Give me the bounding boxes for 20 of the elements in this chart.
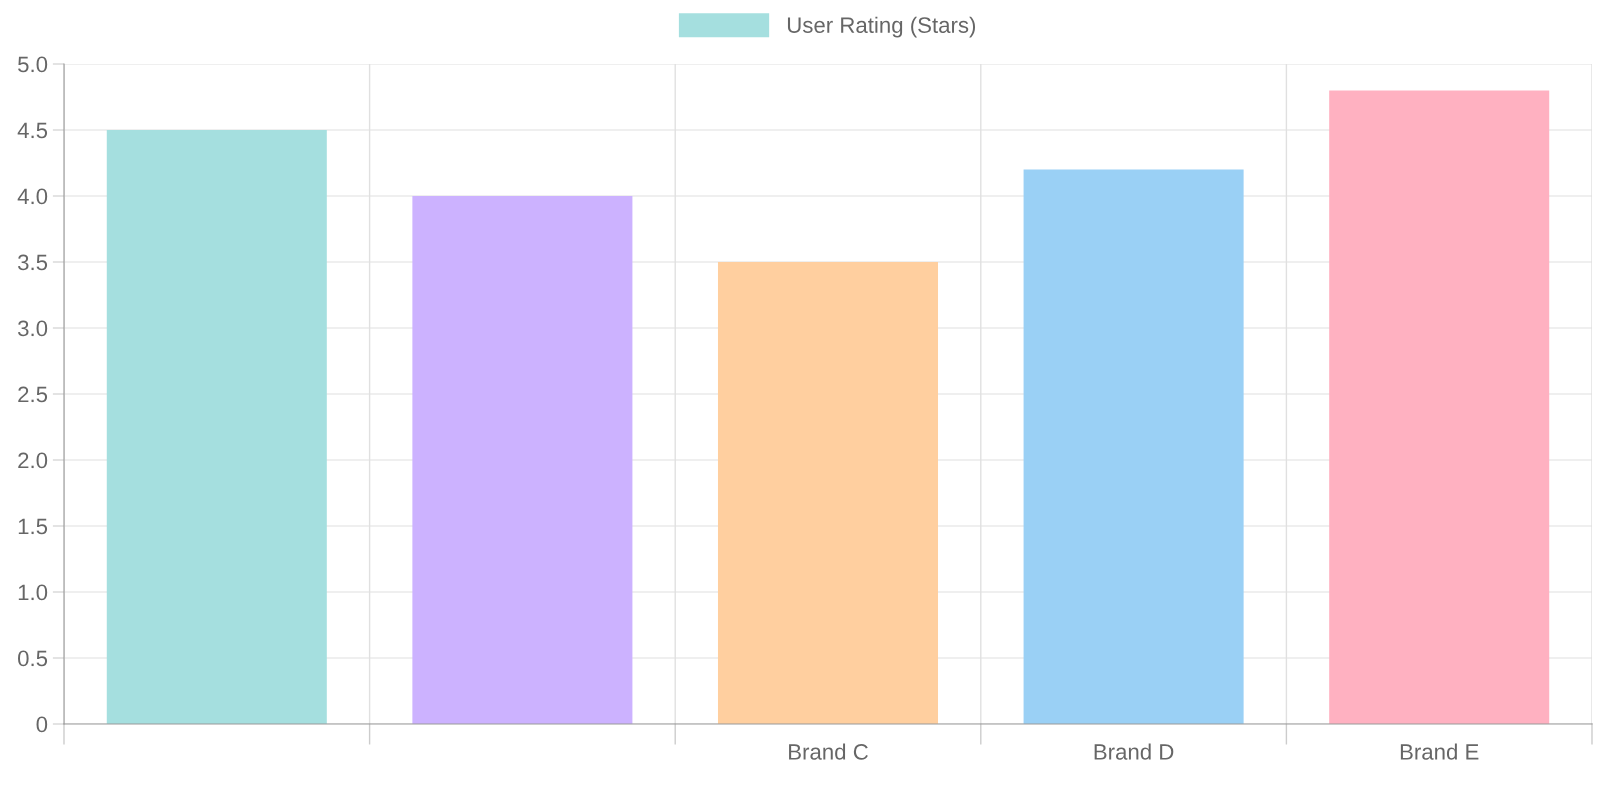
y-tick-label: 3.0: [17, 320, 48, 337]
y-tick-label: 1.5: [18, 518, 48, 535]
bar: [412, 196, 633, 724]
legend-label: User Rating (Stars): [787, 16, 976, 38]
y-tick-label: 0: [36, 716, 48, 733]
x-tick-label: Brand E: [1400, 743, 1479, 760]
y-tick-label: 0.5: [18, 650, 48, 667]
y-tick-label: 4.0: [17, 188, 48, 205]
bar: [717, 262, 939, 724]
y-tick-label: 4.5: [17, 122, 48, 139]
bar: [106, 130, 327, 724]
y-tick-label: 2.0: [18, 452, 48, 469]
y-tick-label: 5.0: [18, 56, 48, 73]
y-tick-label: 2.5: [18, 386, 48, 403]
y-tick-label: 3.5: [17, 254, 48, 271]
bar: [1023, 169, 1244, 724]
x-tick-label: Brand C: [789, 743, 868, 760]
bar: [1329, 90, 1550, 724]
y-tick-label: 1.0: [18, 584, 48, 601]
x-tick-label: Brand D: [1094, 743, 1174, 760]
